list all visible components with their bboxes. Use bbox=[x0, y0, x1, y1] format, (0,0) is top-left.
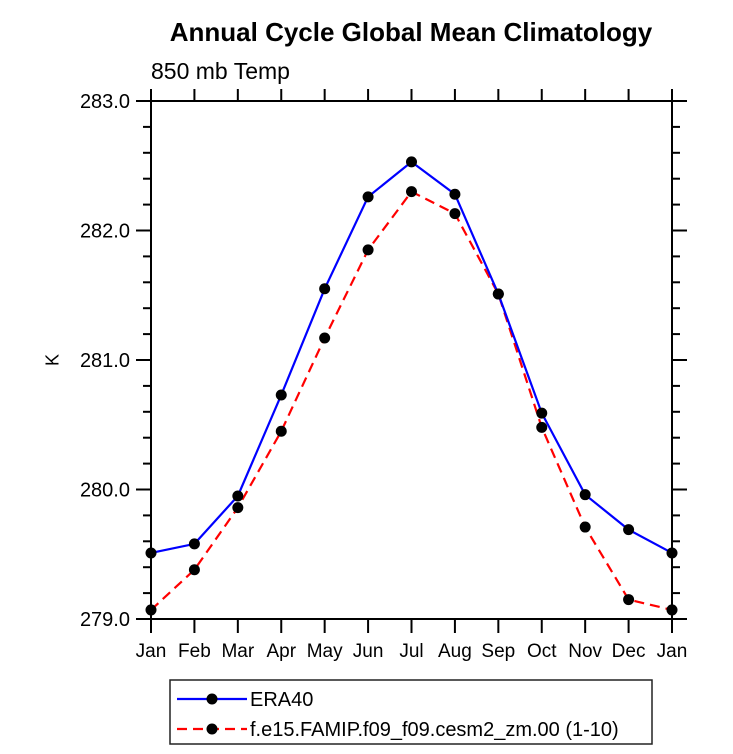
data-point-series-1 bbox=[623, 594, 635, 606]
x-axis-tick-label: Oct bbox=[527, 641, 557, 662]
x-axis-tick-label: Dec bbox=[612, 641, 646, 662]
x-axis-tick-label: Nov bbox=[568, 641, 602, 662]
data-point-series-0 bbox=[579, 489, 591, 501]
y-axis-tick-label: 282.0 bbox=[80, 221, 130, 243]
x-axis-tick-label: Mar bbox=[221, 641, 254, 662]
legend-entry-era40: ERA40 bbox=[177, 689, 313, 711]
x-axis-tick-label: Jan bbox=[136, 641, 167, 662]
data-point-series-0 bbox=[492, 288, 504, 300]
data-point-series-0 bbox=[275, 389, 287, 401]
x-axis-tick-label: Jan bbox=[657, 641, 688, 662]
data-point-series-1 bbox=[666, 604, 678, 616]
plot-frame: Jan Feb Mar Apr May Jun Jul Aug Sep Oct Nov Dec Jan 2… bbox=[80, 89, 687, 662]
data-point-series-1 bbox=[362, 244, 374, 256]
y-axis-tick-label: 283.0 bbox=[80, 91, 130, 113]
legend-label-model: f.e15.FAMIP.f09_f09.cesm2_zm.00 (1-10) bbox=[250, 719, 619, 741]
legend-entry-model: f.e15.FAMIP.f09_f09.cesm2_zm.00 (1-10) bbox=[177, 719, 619, 741]
data-point-series-0 bbox=[449, 188, 461, 200]
y-axis-tick-label: 279.0 bbox=[80, 609, 130, 631]
y-axis-label: K bbox=[42, 354, 62, 366]
data-point-series-0 bbox=[536, 407, 548, 419]
series-line-1 bbox=[150, 190, 673, 612]
data-point-series-0 bbox=[145, 547, 157, 559]
legend-box bbox=[169, 679, 653, 745]
x-axis-tick-label: Jul bbox=[399, 641, 423, 662]
data-point-series-0 bbox=[362, 191, 374, 203]
y-axis-tick-label: 281.0 bbox=[80, 350, 130, 372]
chart-title: Annual Cycle Global Mean Climatology bbox=[170, 17, 653, 47]
data-point-series-1 bbox=[232, 502, 244, 514]
x-axis-tick-label: Jun bbox=[353, 641, 384, 662]
data-point-series-0 bbox=[406, 156, 417, 168]
data-point-series-0 bbox=[319, 283, 331, 295]
data-point-series-1 bbox=[449, 208, 461, 220]
data-point-series-0 bbox=[623, 524, 635, 536]
data-point-series-0 bbox=[188, 538, 200, 550]
data-point-series-1 bbox=[406, 186, 417, 198]
x-axis-tick-label: May bbox=[307, 641, 343, 662]
x-axis-tick-label: Apr bbox=[266, 641, 296, 662]
series-layer bbox=[145, 156, 678, 616]
data-point-series-0 bbox=[232, 490, 244, 502]
legend-label-era40: ERA40 bbox=[250, 689, 313, 711]
data-point-series-1 bbox=[579, 521, 591, 533]
legend-marker-model bbox=[206, 723, 218, 735]
legend: ERA40 f.e15.FAMIP.f09_f09.cesm2_zm.00 (1… bbox=[169, 679, 653, 745]
chart-subtitle: 850 mb Temp bbox=[151, 58, 290, 84]
y-axis-tick-label: 280.0 bbox=[80, 480, 130, 502]
data-point-series-1 bbox=[536, 421, 548, 433]
x-axis-tick-label: Feb bbox=[178, 641, 211, 662]
data-point-series-1 bbox=[275, 425, 287, 437]
data-point-series-1 bbox=[145, 604, 157, 616]
x-axis-tick-label: Sep bbox=[481, 641, 515, 662]
data-point-series-1 bbox=[319, 332, 331, 344]
series-line-0 bbox=[150, 160, 673, 555]
data-point-series-0 bbox=[666, 547, 678, 559]
x-axis-tick-label: Aug bbox=[438, 641, 472, 662]
data-point-series-1 bbox=[188, 564, 200, 576]
legend-marker-era40 bbox=[206, 693, 218, 705]
